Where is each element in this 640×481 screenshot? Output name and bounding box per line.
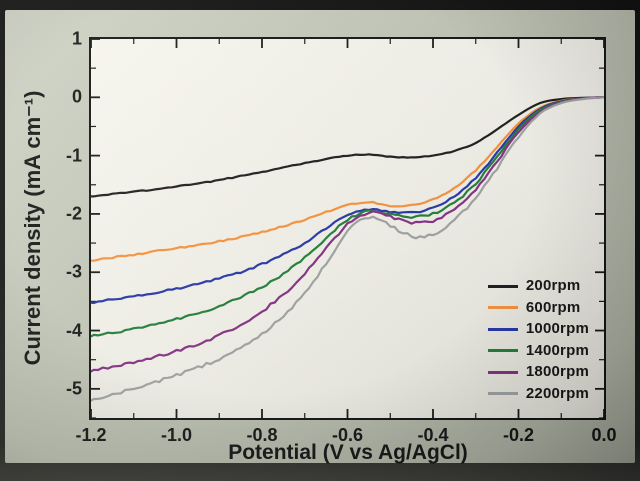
series-curve-1800rpm [91, 96, 604, 373]
chart-canvas [91, 39, 604, 418]
y-tick-label: -4 [65, 320, 82, 341]
legend-line-swatch [487, 284, 518, 288]
legend-item: 2200rpm [487, 384, 589, 403]
x-axis-label: Potential (V vs Ag/AgCl) [228, 441, 468, 464]
legend-label: 200rpm [525, 277, 581, 294]
legend-line-swatch [487, 306, 518, 310]
legend-item: 1800rpm [487, 363, 589, 381]
series-curve-1000rpm [91, 96, 604, 305]
legend-line-swatch [487, 370, 518, 374]
x-tick-label: -0.8 [246, 425, 278, 445]
series-curve-200rpm [91, 96, 604, 198]
legend-item: 1000rpm [487, 320, 589, 338]
series-curve-2200rpm [91, 96, 604, 402]
legend-label: 1800rpm [525, 363, 589, 380]
legend-label: 600rpm [525, 298, 581, 316]
series-curve-1400rpm [91, 96, 604, 338]
chart-plot-area: 200rpm 600rpm 1000rpm 1400rpm 1800rpm 2200rpm [89, 37, 606, 420]
legend-line-swatch [487, 349, 518, 353]
y-tick-label: -2 [65, 203, 82, 224]
legend-label: 2200rpm [525, 384, 589, 402]
y-tick-label: -3 [65, 261, 82, 282]
series-curve-600rpm [91, 96, 604, 262]
legend-label: 1400rpm [525, 341, 589, 359]
x-tick-label: -0.6 [331, 425, 364, 445]
x-tick-label: -0.4 [417, 425, 449, 445]
y-tick-label: -5 [65, 378, 82, 399]
y-tick-label: 0 [71, 86, 82, 107]
legend-line-swatch [487, 327, 518, 331]
x-tick-label: -1.0 [160, 425, 193, 445]
chart-legend: 200rpm 600rpm 1000rpm 1400rpm 1800rpm 2200rpm [487, 277, 589, 403]
legend-item: 600rpm [487, 298, 589, 317]
legend-item: 200rpm [487, 277, 589, 295]
legend-label: 1000rpm [525, 320, 589, 337]
y-tick-label: -1 [65, 145, 82, 166]
monitor-screen: 200rpm 600rpm 1000rpm 1400rpm 1800rpm 2200rpm… [5, 10, 635, 464]
x-tick-label: -1.2 [75, 425, 107, 445]
legend-line-swatch [487, 392, 518, 396]
legend-item: 1400rpm [487, 341, 589, 360]
y-tick-label: 1 [71, 28, 82, 49]
x-tick-label: 0.0 [591, 425, 617, 445]
y-axis-label: Current density (mA cm⁻¹) [20, 90, 45, 366]
x-tick-label: -0.2 [502, 425, 535, 445]
